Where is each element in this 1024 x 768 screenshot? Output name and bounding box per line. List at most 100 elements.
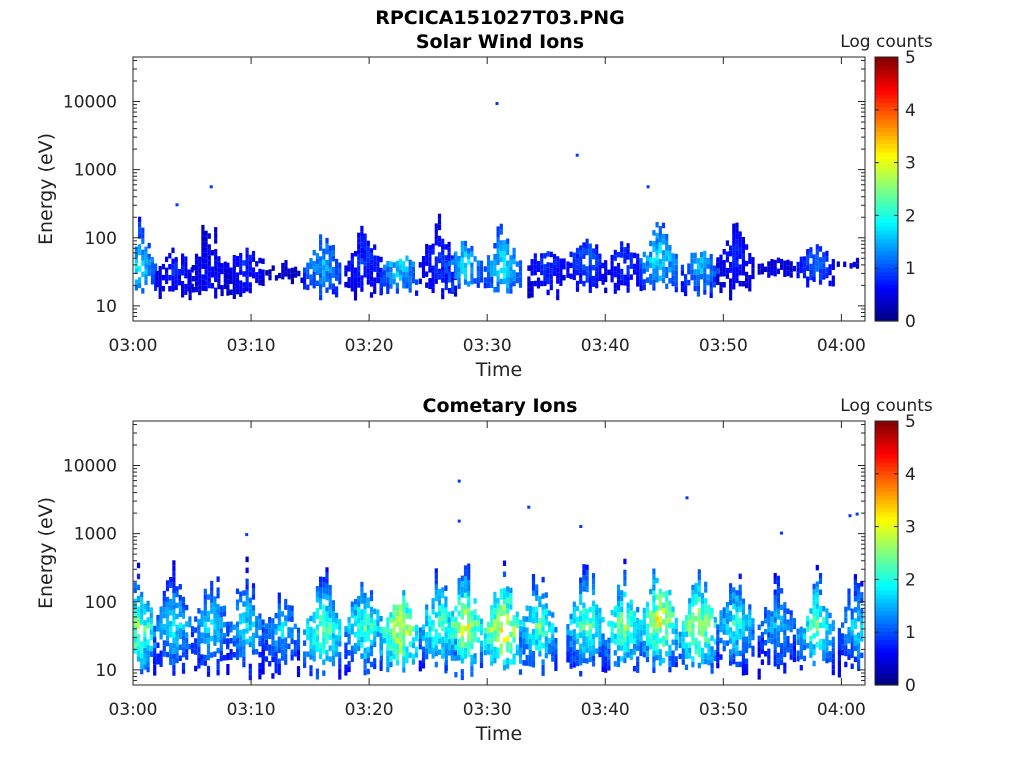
heatmap-cell [239, 629, 243, 636]
heatmap-cell [690, 258, 694, 264]
heatmap-cell [405, 608, 409, 614]
heatmap-cell [809, 269, 813, 275]
heatmap-cell [636, 656, 640, 662]
heatmap-cell [530, 292, 534, 298]
heatmap-cell [668, 666, 672, 673]
heatmap-cell [690, 274, 694, 281]
heatmap-cell [712, 282, 716, 288]
heatmap-cell [239, 280, 243, 286]
heatmap-cell [770, 622, 774, 628]
heatmap-cell [239, 613, 243, 619]
heatmap-cell [201, 257, 205, 264]
heatmap-cell [547, 637, 552, 644]
heatmap-cell [767, 626, 771, 633]
colorbar-step [875, 85, 898, 91]
heatmap-cell [559, 275, 563, 281]
heatmap-cell [620, 241, 624, 247]
heatmap-cell [707, 604, 711, 611]
heatmap-cell [837, 666, 841, 672]
heatmap-cell [544, 636, 548, 642]
heatmap-cell [389, 661, 393, 668]
heatmap-cell [598, 607, 602, 614]
burst-17 [757, 257, 796, 278]
heatmap-cell [363, 664, 367, 670]
heatmap-cell [328, 273, 332, 279]
heatmap-cell [722, 612, 726, 619]
heatmap-cell [169, 659, 173, 665]
heatmap-cell [136, 595, 141, 602]
heatmap-cell [509, 255, 513, 261]
heatmap-cell [636, 259, 640, 265]
heatmap-cell [216, 576, 220, 582]
heatmap-cell [575, 286, 580, 292]
heatmap-cell [150, 257, 154, 263]
heatmap-cell [203, 610, 207, 617]
colorbar-step [875, 449, 898, 455]
heatmap-cell [518, 276, 523, 283]
heatmap-cell [169, 654, 173, 660]
heatmap-cell [748, 626, 752, 632]
heatmap-cell [680, 270, 684, 276]
heatmap-cell [235, 621, 240, 627]
heatmap-cell [175, 613, 179, 620]
heatmap-cell [493, 652, 497, 658]
heatmap-cell [297, 270, 301, 277]
heatmap-cell [528, 655, 532, 661]
heatmap-cell [841, 644, 845, 650]
heatmap-cell [831, 620, 835, 626]
heatmap-cell [853, 640, 857, 646]
heatmap-cell [626, 276, 630, 282]
heatmap-cell [441, 647, 445, 654]
heatmap-cell [245, 567, 249, 574]
heatmap-cell [143, 609, 147, 615]
heatmap-cell [146, 600, 150, 607]
heatmap-cell [844, 612, 848, 618]
colorbar-step [875, 520, 898, 525]
heatmap-cell [421, 657, 426, 663]
heatmap-cell [325, 616, 329, 623]
colorbar-step [875, 77, 898, 83]
heatmap-cell [434, 612, 438, 618]
heatmap-cell [818, 606, 823, 612]
heatmap-cell [796, 628, 800, 634]
burst-17 [757, 573, 796, 680]
heatmap-cell [278, 272, 282, 279]
heatmap-cell [786, 636, 790, 642]
heatmap-cell [626, 281, 630, 288]
heatmap-cell [748, 637, 752, 643]
heatmap-cell [165, 267, 169, 274]
heatmap-cell [360, 631, 364, 637]
heatmap-cell [457, 627, 461, 633]
burst-18 [796, 564, 835, 676]
heatmap-cell [344, 648, 348, 654]
heatmap-cell [626, 608, 630, 614]
heatmap-cell [136, 584, 141, 591]
heatmap-cell [261, 663, 265, 669]
heatmap-cell [575, 605, 580, 612]
heatmap-cell [697, 651, 701, 658]
heatmap-cell [181, 602, 186, 608]
heatmap-cell [652, 640, 656, 646]
heatmap-cell [632, 632, 637, 639]
heatmap-cell [248, 260, 252, 266]
heatmap-cell [792, 265, 796, 272]
heatmap-cell [604, 260, 608, 266]
heatmap-cell [467, 585, 471, 591]
heatmap-cell [134, 246, 138, 252]
heatmap-cell [296, 671, 301, 678]
heatmap-cell [831, 264, 835, 270]
heatmap-cell [585, 564, 589, 571]
heatmap-cell [216, 625, 220, 632]
heatmap-cell [850, 652, 854, 658]
heatmap-cell [661, 608, 666, 614]
heatmap-cell [284, 604, 288, 610]
heatmap-cell [773, 265, 777, 271]
heatmap-cell [418, 638, 422, 644]
heatmap-cell [392, 643, 396, 649]
heatmap-cell [751, 623, 755, 630]
heatmap-cell [214, 276, 218, 283]
colorbar-step [875, 304, 898, 310]
heatmap-cell [812, 276, 816, 282]
heatmap-cell [408, 652, 412, 658]
